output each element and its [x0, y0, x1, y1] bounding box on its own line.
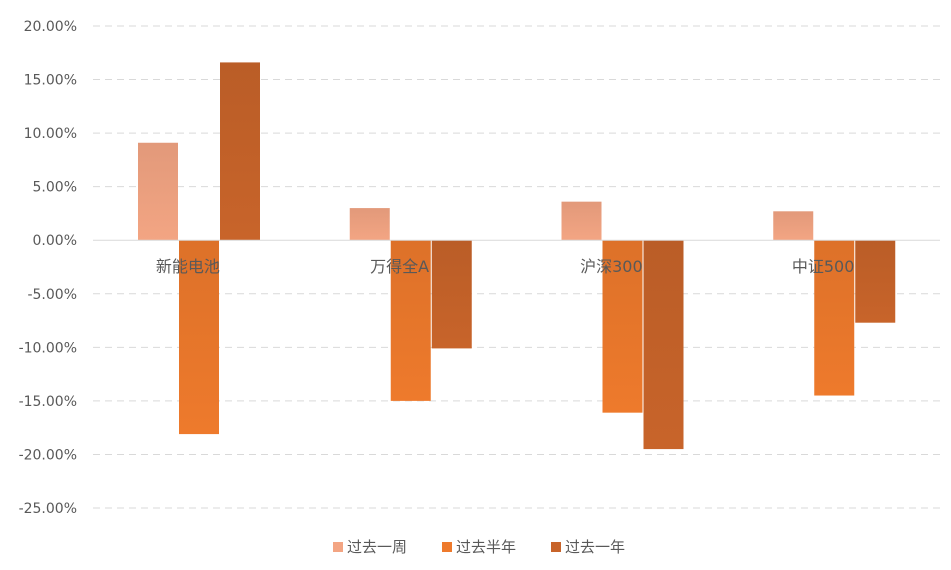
- y-tick-label: -5.00%: [27, 287, 77, 303]
- y-tick-label: 10.00%: [24, 126, 77, 142]
- y-tick-label: 5.00%: [33, 180, 77, 196]
- category-label: 沪深300: [580, 257, 643, 276]
- legend-swatch: [333, 542, 343, 552]
- bar-2-3: [602, 240, 643, 413]
- y-tick-label: -10.00%: [19, 340, 77, 356]
- bar-1-3: [561, 201, 602, 241]
- bar-1-4: [773, 211, 814, 241]
- bar-2-4: [814, 240, 855, 396]
- y-tick-label: -25.00%: [19, 501, 77, 517]
- legend: 过去一周 过去半年 过去一年: [333, 538, 625, 556]
- bar-2-2: [390, 240, 431, 401]
- category-label: 中证500: [792, 257, 855, 276]
- bar-3-1: [220, 62, 260, 241]
- legend-label: 过去半年: [456, 538, 516, 556]
- legend-label: 过去一周: [347, 538, 407, 556]
- legend-swatch: [551, 542, 561, 552]
- y-tick-label: 0.00%: [33, 233, 77, 249]
- legend-label: 过去一年: [565, 538, 625, 556]
- bar-3-4: [855, 240, 896, 323]
- bar-2-1: [179, 240, 219, 435]
- y-tick-label: -15.00%: [19, 394, 77, 410]
- y-tick-label: 20.00%: [24, 19, 77, 35]
- legend-swatch: [442, 542, 452, 552]
- gridlines: [93, 25, 940, 509]
- y-tick-label: 15.00%: [24, 73, 77, 89]
- bar-3-2: [431, 240, 472, 349]
- bars: [138, 62, 896, 450]
- bar-1-2: [349, 208, 390, 241]
- category-label: 万得全A: [370, 257, 429, 276]
- category-labels: 新能电池 万得全A 沪深300 中证500: [156, 257, 855, 276]
- bar-3-3: [643, 240, 684, 450]
- category-label: 新能电池: [156, 257, 220, 276]
- y-tick-label: -20.00%: [19, 447, 77, 463]
- bar-1-1: [138, 142, 178, 241]
- y-axis-ticks: 20.00% 15.00% 10.00% 5.00% 0.00% -5.00% -10.00…: [19, 19, 77, 517]
